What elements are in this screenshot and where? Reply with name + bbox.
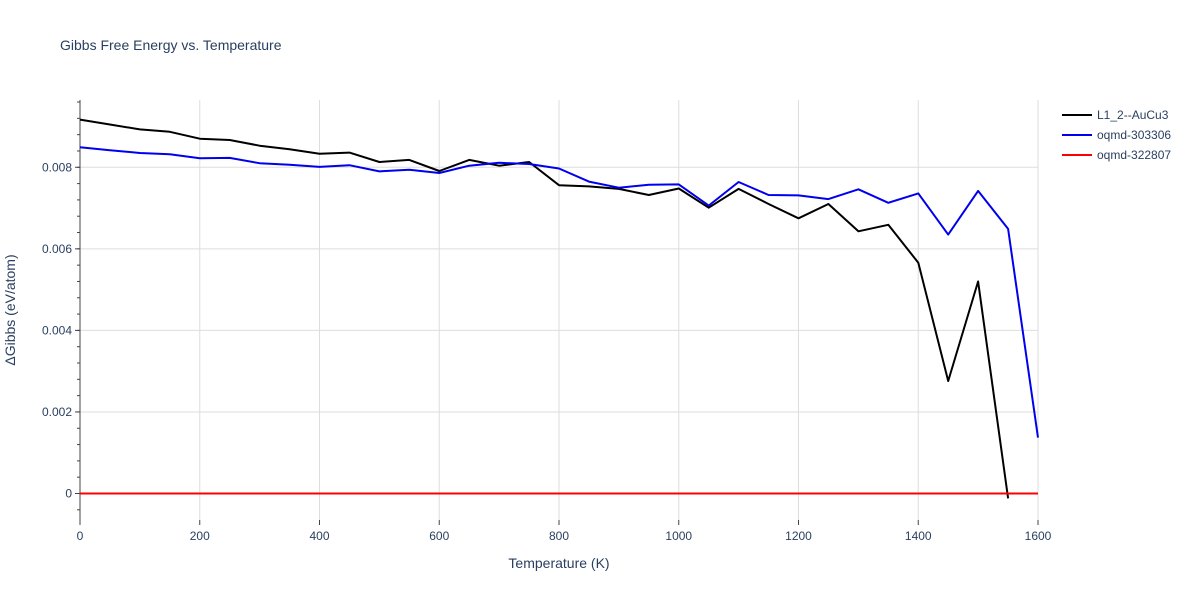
legend-label: oqmd-303306 (1097, 128, 1171, 142)
x-tick-label: 1000 (665, 529, 692, 543)
axis-layer: 0 200 400 600 800 1000 1200 1400 1600 0 0.002 0.004… (42, 100, 1052, 543)
series-layer (79, 118, 1039, 499)
y-tick-label: 0.002 (42, 405, 72, 419)
series-line-1 (79, 146, 1039, 438)
x-tick-label: 1200 (785, 529, 812, 543)
legend-label: L1_2--AuCu3 (1097, 108, 1169, 122)
series-line-0 (79, 118, 1010, 499)
y-axis-title: ΔGibbs (eV/atom) (2, 254, 18, 365)
y-tick-label: 0.006 (42, 242, 72, 256)
x-tick-label: 200 (190, 529, 210, 543)
x-tick-label: 1400 (905, 529, 932, 543)
x-tick-label: 1600 (1025, 529, 1052, 543)
x-axis-title: Temperature (K) (508, 555, 609, 571)
y-tick-label: 0.004 (42, 323, 72, 337)
legend-label: oqmd-322807 (1097, 148, 1171, 162)
x-tick-label: 0 (77, 529, 84, 543)
x-tick-label: 800 (549, 529, 569, 543)
legend: L1_2--AuCu3 oqmd-303306 oqmd-322807 (1062, 108, 1171, 162)
grid-layer (80, 100, 1039, 520)
chart-title: Gibbs Free Energy vs. Temperature (60, 37, 282, 53)
x-tick-label: 400 (309, 529, 329, 543)
y-tick-label: 0 (65, 486, 72, 500)
x-tick-label: 600 (429, 529, 449, 543)
y-tick-label: 0.008 (42, 160, 72, 174)
